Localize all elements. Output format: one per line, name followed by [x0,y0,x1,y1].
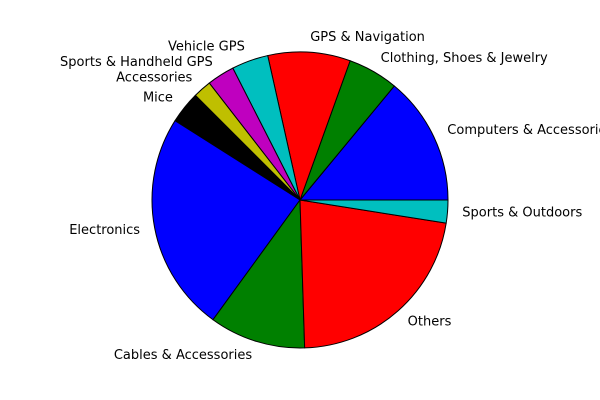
pie-slices [151,51,449,349]
pie-slice-electronics [151,120,301,321]
pie-label-electronics: Electronics [69,223,140,238]
pie-label-gps-navigation: GPS & Navigation [310,30,425,45]
pie-label-others: Others [408,315,452,330]
pie-label-sports-outdoors: Sports & Outdoors [462,205,582,220]
pie-label-vehicle-gps: Vehicle GPS [168,39,245,54]
pie-slice-sports-outdoors [299,199,449,224]
pie-label-computers-accessories: Computers & Accessories [447,123,600,138]
pie-slice-others [299,199,447,349]
pie-label-accessories: Accessories [116,70,192,85]
pie-slice-gps-navigation [267,51,351,201]
pie-labels: Computers & Accessories Clothing, Shoes &… [60,30,600,363]
pie-slice-cables-accessories [212,199,306,349]
pie-label-sports-handheld-gps: Sports & Handheld GPS [60,55,213,70]
pie-label-mice: Mice [143,91,173,106]
pie-slice-computers-accessories [299,85,449,201]
pie-label-clothing-shoes-jewelry: Clothing, Shoes & Jewelry [381,51,548,66]
pie-label-cables-accessories: Cables & Accessories [114,348,252,363]
